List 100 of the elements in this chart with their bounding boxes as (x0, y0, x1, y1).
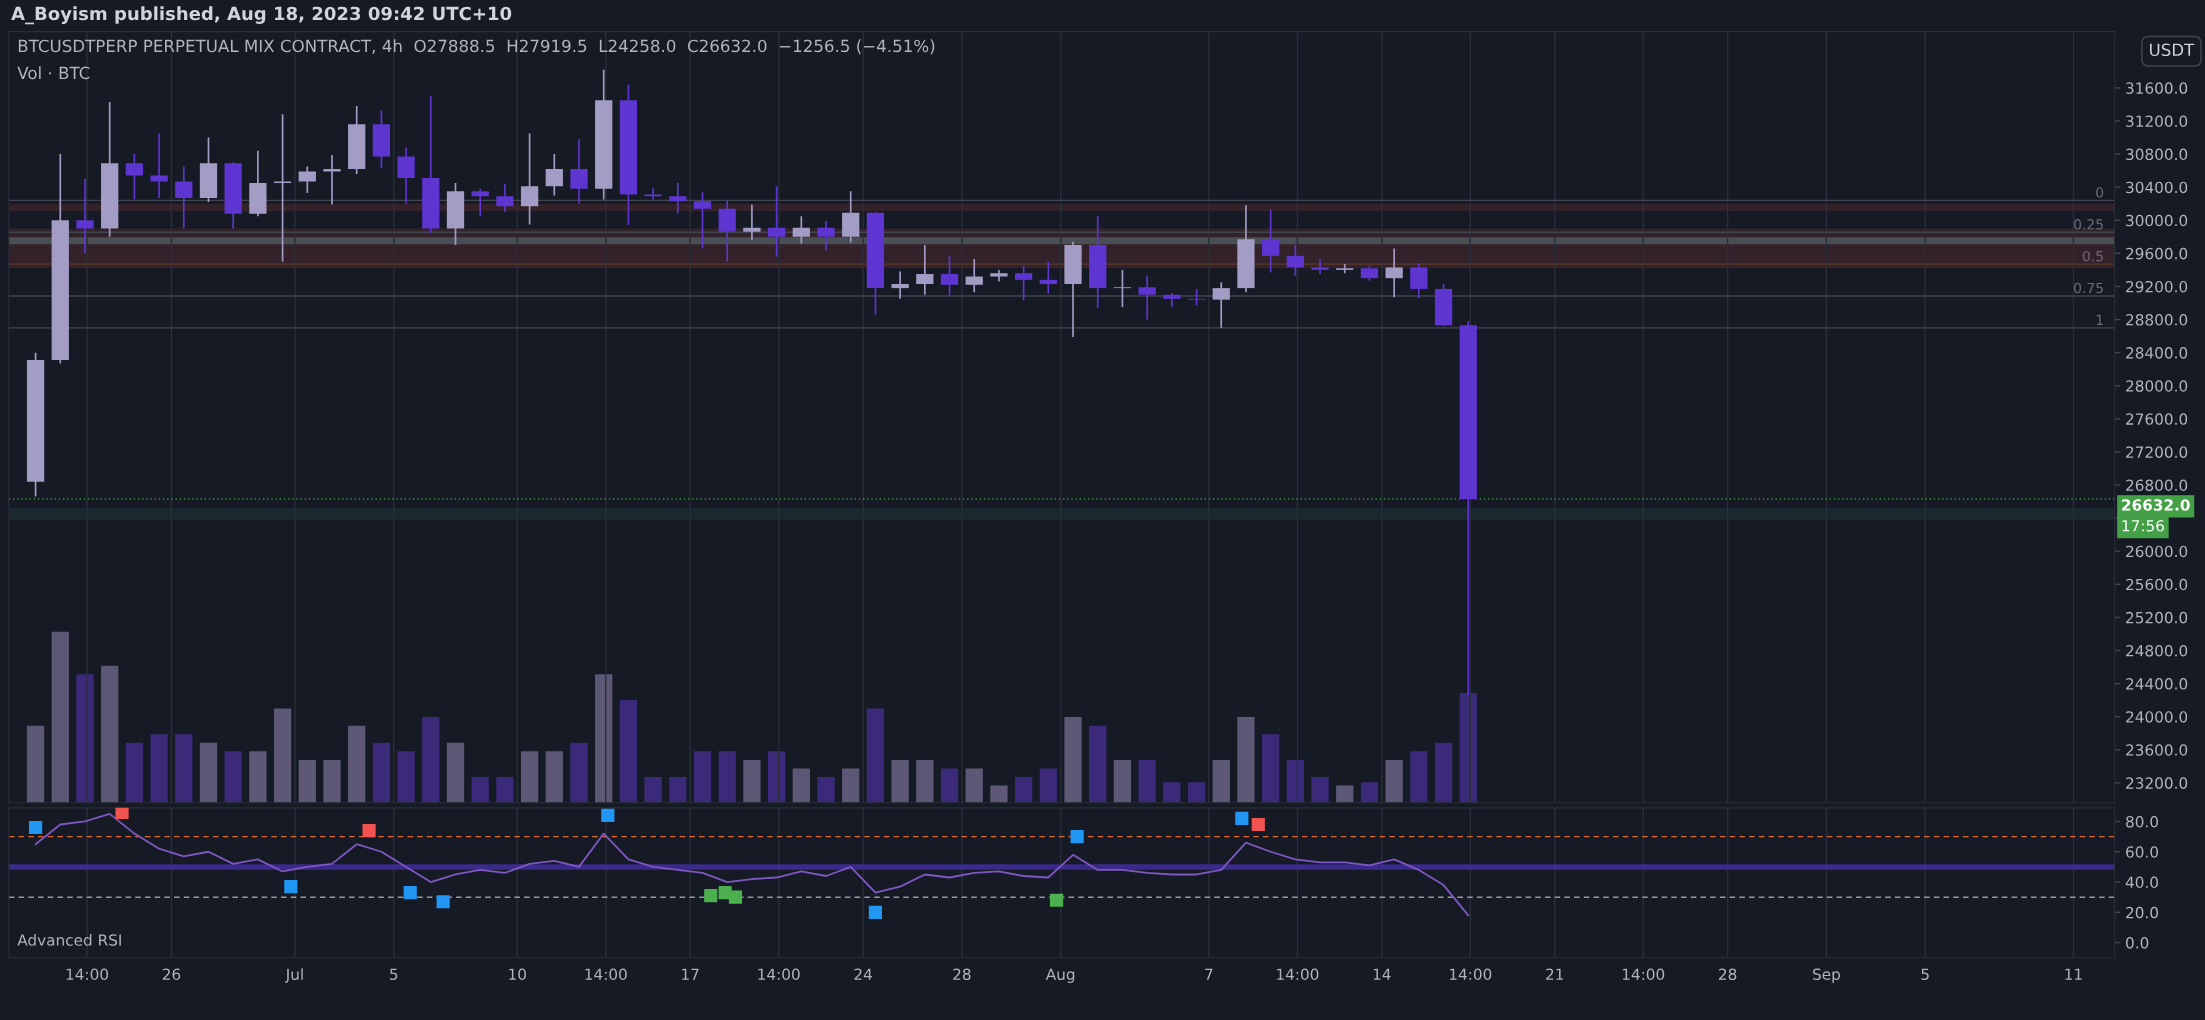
annotation: 0 (2096, 187, 2104, 198)
y-tick-label: 20.0 (2126, 906, 2159, 919)
x-tick-label: Jul (284, 968, 303, 983)
candlestick (1385, 247, 1403, 299)
y-tick-label: 25600.0 (2126, 578, 2188, 591)
annotation: 0.5 (2082, 250, 2103, 262)
candlestick (669, 182, 687, 215)
bar (1089, 725, 1107, 803)
bar (249, 751, 267, 803)
bar (916, 759, 934, 803)
y-tick-label: 25200.0 (2126, 611, 2188, 624)
y-tick-label: 30000.0 (2126, 214, 2188, 227)
point (403, 886, 417, 900)
y-tick-label: 23600.0 (2126, 744, 2188, 756)
x-tick-label: Sep (1813, 968, 1840, 983)
candlestick (1212, 281, 1230, 329)
candlestick (940, 255, 959, 297)
x-tick-label: 14:00 (66, 968, 109, 981)
y-tick-label: 28400.0 (2126, 347, 2188, 359)
text: Advanced RSI (17, 934, 121, 946)
candlestick (1286, 244, 1304, 277)
bar (224, 751, 242, 803)
bar (422, 717, 440, 803)
candlestick (298, 165, 316, 194)
candlestick (965, 258, 983, 294)
bar (693, 751, 712, 803)
x-tick-label: 14 (1373, 968, 1391, 980)
candlestick (570, 138, 588, 205)
y-tick-label: 31200.0 (2126, 115, 2188, 127)
bar (718, 751, 736, 803)
y-tick-label: 24400.0 (2126, 678, 2188, 690)
candlestick (693, 191, 712, 250)
bar (1187, 782, 1206, 803)
bar (842, 768, 860, 803)
bar (150, 734, 168, 803)
y-tick-label: 28800.0 (2126, 314, 2188, 326)
candlestick (1336, 263, 1354, 275)
candlestick (1311, 258, 1329, 275)
bar (520, 751, 539, 803)
y-tick-label: 31600.0 (2126, 82, 2188, 94)
bar (397, 751, 415, 803)
x-tick-label: 5 (1921, 968, 1929, 981)
bar (372, 742, 391, 803)
point (1251, 817, 1265, 832)
candlestick (1261, 208, 1280, 274)
candlestick (1138, 274, 1156, 321)
bar (644, 777, 662, 803)
y-tick-label: 26000.0 (2126, 545, 2188, 558)
candlestick (520, 132, 539, 226)
bar (545, 751, 563, 803)
bar (669, 777, 687, 803)
annotation: 0.75 (2074, 282, 2103, 294)
point (1070, 830, 1084, 844)
x-tick-label: 28 (953, 968, 971, 981)
bar (76, 674, 94, 803)
bar (990, 785, 1008, 803)
y-tick-label: 30800.0 (2126, 148, 2188, 161)
y-tick-label: 0.0 (2126, 937, 2149, 949)
annotation: 0.25 (2074, 219, 2103, 230)
x-tick-label: 14:00 (1622, 968, 1665, 981)
point (868, 905, 883, 919)
bar (1286, 759, 1304, 803)
bar (51, 631, 69, 803)
y-tick-label: 29200.0 (2126, 280, 2188, 293)
bar (817, 777, 835, 803)
bar (1434, 742, 1453, 803)
x-tick-label: 14:00 (585, 968, 627, 981)
bar (298, 759, 316, 803)
candlestick (817, 220, 835, 251)
x-tick-label: Aug (1045, 968, 1075, 983)
candlestick (496, 183, 514, 213)
x-tick-label: 26 (162, 968, 181, 981)
bar (940, 768, 959, 803)
y-tick-label: 23200.0 (2126, 777, 2188, 789)
point (1049, 893, 1064, 907)
bar (496, 777, 514, 803)
bar (743, 759, 761, 803)
bar (26, 725, 45, 803)
x-tick-label: 14:00 (1277, 968, 1319, 981)
text: 17:56 (2122, 520, 2164, 532)
bar (891, 759, 909, 803)
candlestick (842, 190, 860, 244)
bar (1410, 751, 1428, 803)
bar (1113, 759, 1132, 803)
bar (792, 768, 810, 803)
y-tick-label: 40.0 (2125, 876, 2159, 889)
candlestick (397, 146, 415, 205)
bar (273, 708, 292, 803)
candlestick (1014, 264, 1033, 302)
candlestick (891, 270, 909, 300)
point (284, 880, 298, 894)
bar (1360, 782, 1379, 803)
bar (1237, 717, 1255, 803)
candlestick (273, 113, 292, 263)
line-series (34, 812, 1470, 917)
y-tick-label: 28000.0 (2126, 380, 2188, 392)
point (728, 890, 743, 904)
chart-title: Vol · BTC (17, 66, 90, 80)
y-tick-label: 80.0 (2126, 815, 2159, 828)
bar (866, 708, 885, 803)
